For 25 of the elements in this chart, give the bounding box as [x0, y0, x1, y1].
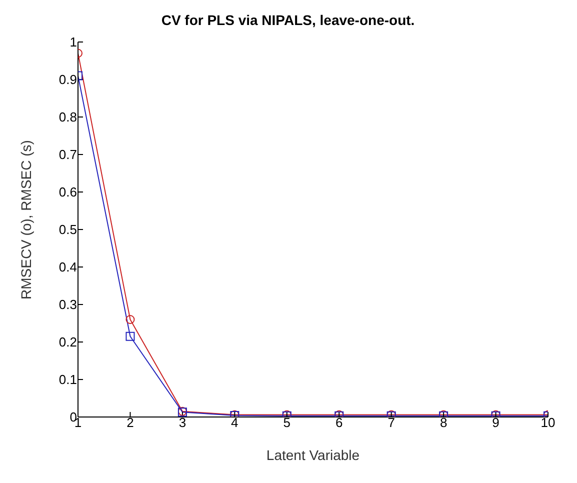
chart-title: CV for PLS via NIPALS, leave-one-out.	[160, 12, 416, 28]
y-tick-label: 0.9	[58, 72, 77, 88]
x-axis-title: Latent Variable	[266, 447, 360, 463]
x-tick-label: 6	[335, 415, 343, 430]
y-tick-label: 0.2	[58, 334, 77, 350]
y-tick-label: 1	[70, 34, 77, 50]
x-tick-label: 5	[283, 415, 291, 430]
point	[126, 332, 135, 341]
y-tick-label: 0.8	[58, 110, 77, 125]
y-tick-label: 0	[70, 410, 77, 425]
y-tick-label: 0.1	[58, 372, 77, 388]
x-tick-label: 9	[492, 415, 500, 430]
x-tick-label: 7	[388, 415, 395, 430]
x-tick-label: 2	[126, 415, 134, 430]
y-tick-label: 0.3	[58, 297, 77, 312]
y-tick-label: 0.7	[58, 147, 77, 162]
x-tick-label: 10	[540, 415, 556, 430]
x-tick-label: 3	[178, 415, 186, 430]
y-tick-label: 0.4	[58, 260, 77, 275]
y-axis-title: RMSECV (o), RMSEC (s)	[18, 140, 34, 300]
y-tick-label: 0.5	[58, 222, 77, 238]
x-tick-label: 4	[231, 415, 238, 430]
point	[126, 315, 135, 324]
x-tick-label: 8	[440, 415, 448, 430]
y-tick-label: 0.6	[58, 184, 77, 200]
